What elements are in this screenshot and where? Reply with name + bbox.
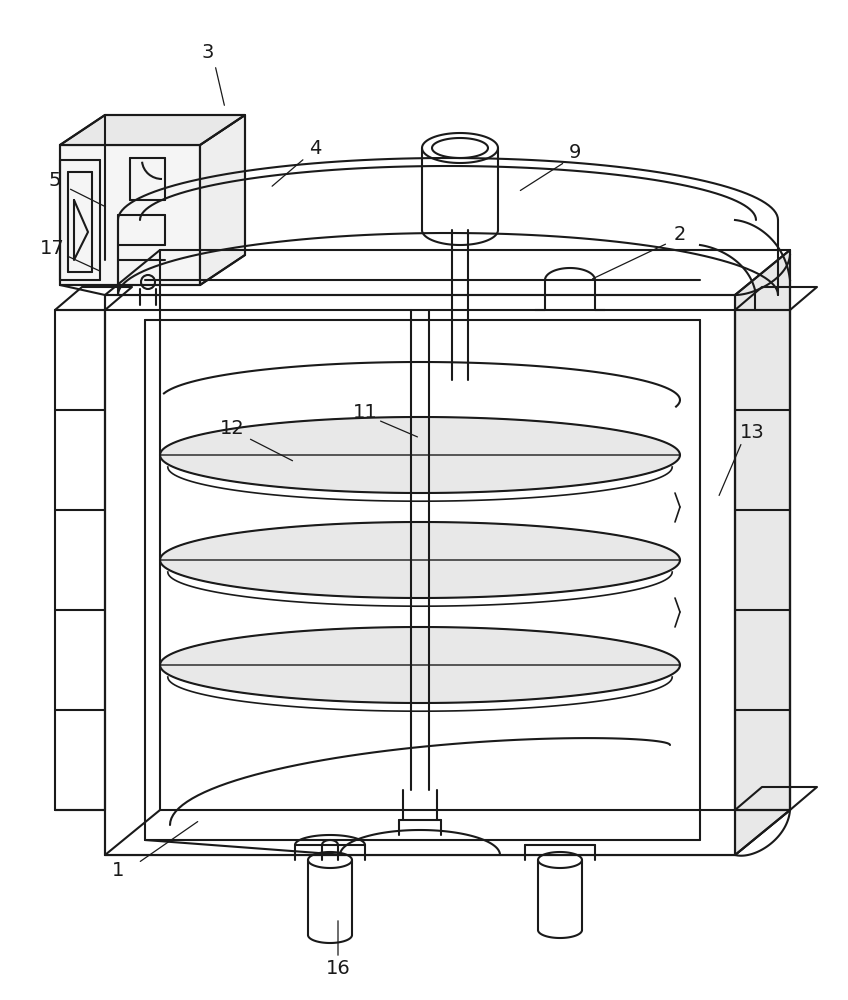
Text: 4: 4 [309, 138, 321, 157]
Polygon shape [60, 145, 200, 285]
Text: 5: 5 [48, 170, 61, 190]
Text: 2: 2 [674, 226, 686, 244]
Text: 16: 16 [326, 958, 350, 978]
Polygon shape [60, 115, 245, 145]
Polygon shape [160, 417, 680, 493]
Text: 17: 17 [40, 238, 64, 257]
Polygon shape [105, 295, 735, 855]
Polygon shape [105, 810, 790, 855]
Text: 1: 1 [112, 860, 124, 880]
Polygon shape [200, 115, 245, 285]
Polygon shape [160, 522, 680, 598]
Text: 11: 11 [353, 402, 377, 422]
Polygon shape [160, 627, 680, 703]
Text: 13: 13 [739, 422, 764, 442]
Text: 3: 3 [202, 43, 215, 62]
Text: 9: 9 [569, 142, 581, 161]
Polygon shape [735, 250, 790, 855]
Text: 12: 12 [220, 418, 244, 438]
